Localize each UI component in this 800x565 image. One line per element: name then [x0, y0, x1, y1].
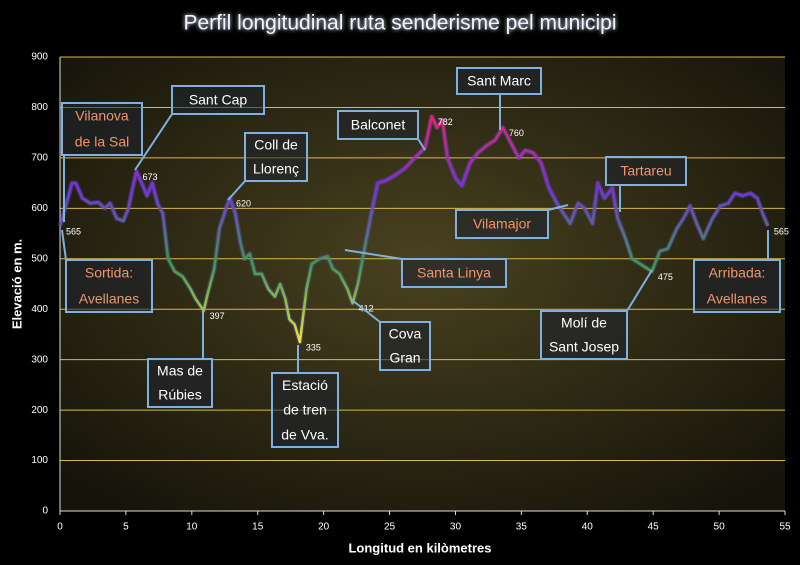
point-label: 782 [438, 117, 453, 127]
x-tick-label: 50 [714, 522, 726, 533]
callout-box [171, 85, 265, 115]
x-tick-label: 20 [318, 522, 330, 533]
x-tick-label: 45 [648, 522, 660, 533]
point-label: 565 [774, 226, 789, 236]
point-label: 397 [210, 311, 225, 321]
y-tick-label: 0 [42, 506, 48, 517]
callout-text: Sortida: [85, 265, 133, 281]
callout-text: Sant Josep [549, 339, 619, 355]
callout: Estació de tren de Vva. [271, 345, 339, 448]
x-tick-label: 55 [779, 522, 791, 533]
x-tick-label: 0 [57, 522, 63, 533]
y-tick-label: 500 [31, 253, 48, 264]
callout: Arribada: Avellanes [693, 230, 781, 313]
point-label: 673 [142, 172, 157, 182]
y-tick-label: 200 [31, 405, 48, 416]
x-tick-label: 10 [186, 522, 198, 533]
callout-box [693, 259, 781, 313]
callout-text: Coll de [254, 137, 298, 153]
callout-pointer [626, 269, 653, 312]
x-tick-label: 30 [450, 522, 462, 533]
callout-text: Gran [389, 350, 420, 366]
callout-text: Vilanova [75, 108, 129, 124]
callout: Sant Cap [134, 85, 265, 171]
callout-box [65, 259, 153, 313]
x-axis-label: Longitud en kilòmetres [348, 540, 491, 555]
callout: Vilamajor [455, 204, 569, 239]
callout-pointer [417, 138, 426, 151]
point-label: 412 [359, 304, 374, 314]
callout-text: Llorenç [253, 161, 299, 177]
callout-pointer [227, 180, 246, 201]
y-tick-label: 300 [31, 354, 48, 365]
y-tick-label: 100 [31, 455, 48, 466]
callout: Vilanova de la Sal [61, 102, 143, 222]
point-label: 475 [658, 272, 673, 282]
callout-box [455, 209, 549, 239]
callout: Tartareu [605, 156, 687, 212]
point-label: 760 [509, 128, 524, 138]
callout-box [337, 110, 419, 140]
callout-pointer [344, 249, 403, 260]
callout-pointer [547, 204, 569, 211]
callout-box [401, 258, 507, 288]
x-tick-label: 15 [252, 522, 264, 533]
callout: Coll de Llorenç [227, 132, 308, 201]
point-label: 335 [306, 342, 321, 352]
callout-box [605, 156, 687, 186]
callout-box [271, 372, 339, 448]
callout-text: Rúbies [158, 387, 202, 403]
callout-text: Balconet [351, 117, 406, 133]
x-tick-label: 25 [384, 522, 396, 533]
callout-text: Molí de [561, 315, 607, 331]
callout-box [147, 358, 213, 408]
callout-text: Tartareu [620, 163, 671, 179]
callout: Cova Gran [351, 299, 431, 371]
y-tick-label: 400 [31, 304, 48, 315]
callout-pointer [61, 229, 67, 261]
callout-text: de la Sal [75, 134, 129, 150]
callout-text: Avellanes [707, 291, 767, 307]
callout-text: Estació [282, 377, 328, 393]
callout-text: Mas de [157, 363, 203, 379]
y-tick-label: 900 [31, 52, 48, 63]
callout-box [540, 310, 628, 360]
y-tick-label: 700 [31, 153, 48, 164]
callout-text: Avellanes [79, 291, 139, 307]
callout-box [244, 132, 308, 182]
chart-title: Perfil longitudinal ruta senderisme pel … [183, 12, 616, 35]
callout: Molí de Sant Josep [540, 269, 653, 360]
callout-text: de Vva. [281, 426, 328, 442]
callout: Mas de Rúbies [147, 311, 213, 408]
y-axis-label: Elevació en m. [9, 239, 24, 329]
callout: Sant Marc [456, 67, 542, 130]
elevation-line [58, 115, 770, 344]
y-tick-label: 800 [31, 102, 48, 113]
callout-pointer [351, 299, 381, 323]
callout: Balconet [337, 110, 426, 151]
callout-text: Sant Cap [189, 92, 248, 108]
x-tick-label: 35 [516, 522, 528, 533]
x-tick-label: 40 [582, 522, 594, 533]
callout-box [456, 67, 542, 95]
callout: Sortida: Avellanes [61, 229, 153, 313]
x-tick-label: 5 [123, 522, 129, 533]
callout-text: Santa Linya [417, 265, 491, 281]
y-tick-label: 600 [31, 203, 48, 214]
callout: Santa Linya [344, 249, 507, 288]
callout-text: Cova [389, 326, 422, 342]
callout-box [61, 102, 143, 156]
callout-box [379, 321, 431, 371]
point-label: 620 [236, 199, 251, 209]
callout-text: Arribada: [709, 265, 766, 281]
callout-text: de tren [283, 402, 327, 418]
callout-text: Sant Marc [467, 73, 531, 89]
callout-pointer [134, 113, 173, 171]
callout-text: Vilamajor [473, 216, 531, 232]
point-label: 565 [66, 226, 81, 236]
